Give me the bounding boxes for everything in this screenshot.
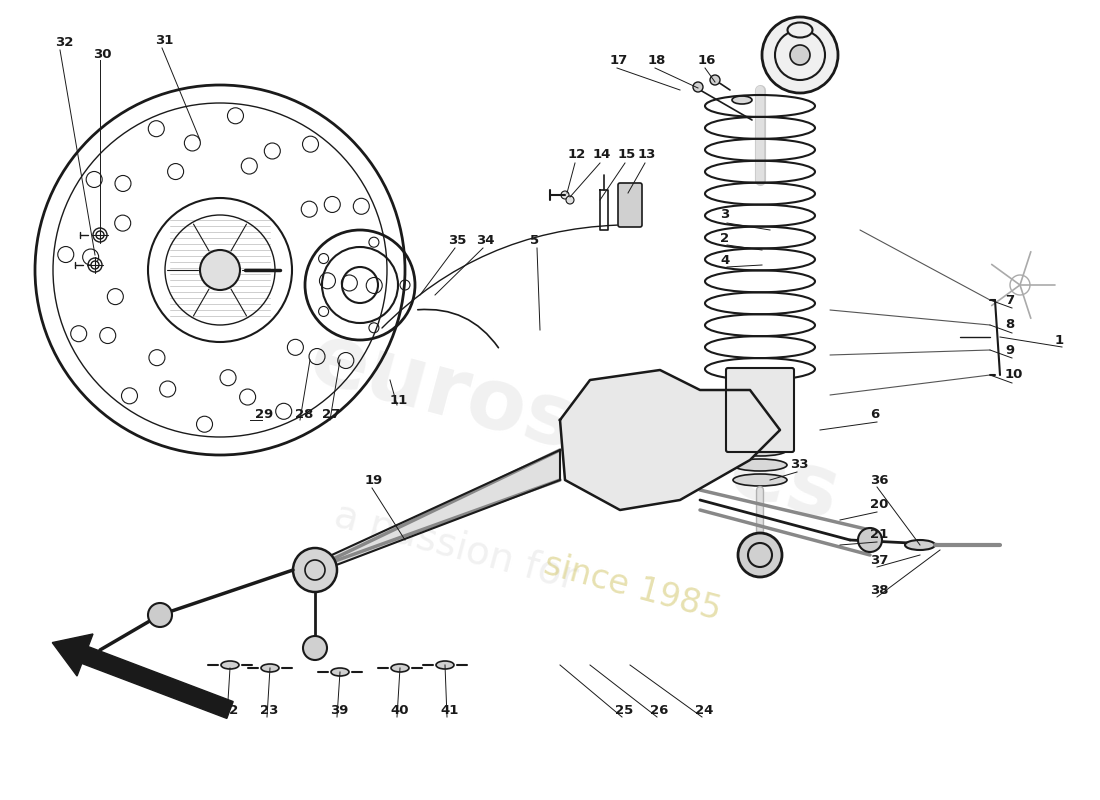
- Text: 39: 39: [330, 703, 349, 717]
- Text: 18: 18: [648, 54, 667, 66]
- Circle shape: [200, 250, 240, 290]
- Ellipse shape: [733, 474, 786, 486]
- Circle shape: [858, 528, 882, 552]
- FancyBboxPatch shape: [618, 183, 642, 227]
- Text: 23: 23: [260, 703, 278, 717]
- Text: eurospares: eurospares: [300, 317, 848, 538]
- Text: 5: 5: [530, 234, 539, 246]
- Text: since 1985: since 1985: [540, 548, 725, 627]
- Text: 13: 13: [638, 149, 657, 162]
- Text: 37: 37: [870, 554, 889, 566]
- Circle shape: [302, 636, 327, 660]
- Ellipse shape: [331, 668, 349, 676]
- Text: 22: 22: [220, 703, 239, 717]
- Circle shape: [790, 45, 810, 65]
- Text: 24: 24: [695, 703, 714, 717]
- Text: 3: 3: [720, 209, 729, 222]
- Text: 41: 41: [440, 703, 459, 717]
- Text: 20: 20: [870, 498, 889, 511]
- Text: 11: 11: [390, 394, 408, 406]
- Text: 6: 6: [870, 409, 879, 422]
- Text: 10: 10: [1005, 369, 1023, 382]
- Circle shape: [561, 191, 569, 199]
- Text: 38: 38: [870, 583, 889, 597]
- Circle shape: [738, 533, 782, 577]
- Text: a passion for: a passion for: [330, 497, 582, 598]
- Text: 1: 1: [1055, 334, 1064, 346]
- Text: 19: 19: [365, 474, 383, 486]
- Text: 25: 25: [615, 703, 634, 717]
- Circle shape: [148, 603, 172, 627]
- Text: 17: 17: [610, 54, 628, 66]
- Text: 36: 36: [870, 474, 889, 486]
- Text: 27: 27: [322, 409, 340, 422]
- Ellipse shape: [733, 459, 786, 471]
- Text: 14: 14: [593, 149, 612, 162]
- Circle shape: [96, 231, 104, 239]
- Circle shape: [762, 17, 838, 93]
- Text: 40: 40: [390, 703, 408, 717]
- Text: 21: 21: [870, 529, 889, 542]
- Text: 28: 28: [295, 409, 313, 422]
- Ellipse shape: [436, 661, 454, 669]
- Text: 30: 30: [94, 49, 111, 62]
- Ellipse shape: [221, 661, 239, 669]
- Text: 35: 35: [448, 234, 466, 246]
- Ellipse shape: [733, 444, 786, 456]
- Text: 9: 9: [1005, 343, 1014, 357]
- Ellipse shape: [261, 664, 279, 672]
- Text: 34: 34: [476, 234, 495, 246]
- Circle shape: [91, 261, 99, 269]
- Text: 12: 12: [568, 149, 586, 162]
- Text: 32: 32: [55, 35, 74, 49]
- Ellipse shape: [905, 540, 935, 550]
- Text: 26: 26: [650, 703, 669, 717]
- Polygon shape: [560, 370, 780, 510]
- Text: 15: 15: [618, 149, 636, 162]
- Ellipse shape: [390, 664, 409, 672]
- Text: 4: 4: [720, 254, 729, 266]
- Text: 29: 29: [255, 409, 273, 422]
- Polygon shape: [310, 450, 560, 575]
- Circle shape: [710, 75, 720, 85]
- Text: 7: 7: [1005, 294, 1014, 306]
- Circle shape: [293, 548, 337, 592]
- Text: 16: 16: [698, 54, 716, 66]
- Text: 33: 33: [790, 458, 808, 471]
- Text: 2: 2: [720, 231, 729, 245]
- FancyBboxPatch shape: [726, 368, 794, 452]
- Ellipse shape: [732, 96, 752, 104]
- Circle shape: [566, 196, 574, 204]
- FancyArrow shape: [53, 634, 233, 718]
- Circle shape: [693, 82, 703, 92]
- Ellipse shape: [788, 22, 813, 38]
- Text: 8: 8: [1005, 318, 1014, 331]
- Text: 31: 31: [155, 34, 174, 46]
